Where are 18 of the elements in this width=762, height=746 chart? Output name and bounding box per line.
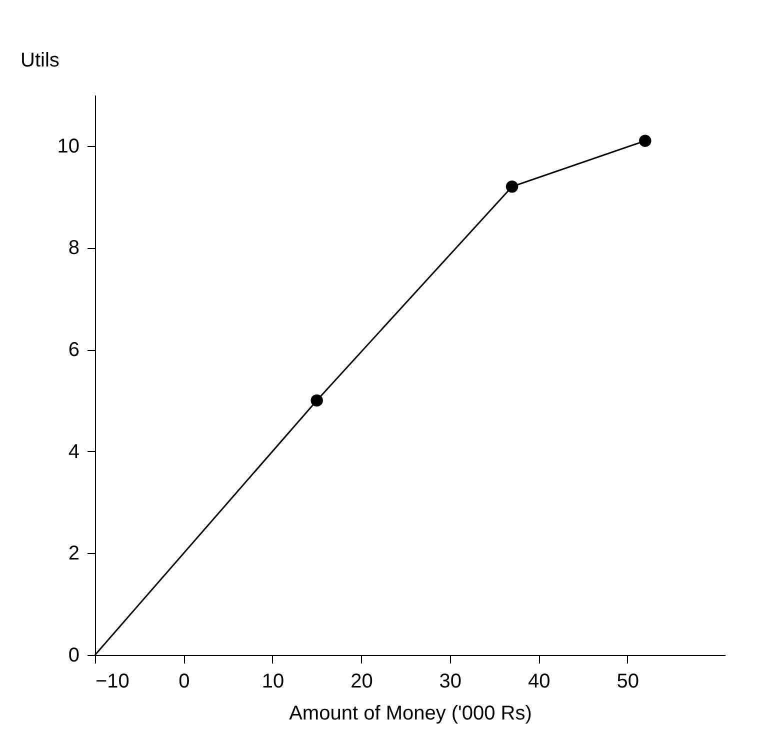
point (310, 394, 323, 407)
x-tick-label: 40 (528, 670, 550, 692)
point (639, 134, 652, 147)
y-tick-label: 4 (68, 440, 80, 463)
y-tick-label: 0 (68, 644, 80, 666)
x-tick-label: 10 (262, 670, 284, 692)
x-axis-title: Amount of Money ('000 Rs) (289, 702, 532, 724)
y-axis-title: Utils (20, 50, 60, 72)
y-tick-label: 8 (68, 237, 80, 260)
x-tick-label: 20 (350, 670, 373, 692)
y-tick-label: 10 (57, 135, 80, 158)
y-tick-label: 6 (68, 339, 80, 362)
y-tick-label: 2 (68, 542, 80, 565)
point (506, 180, 518, 193)
x-tick-label: 30 (439, 670, 462, 692)
x-tick-label: 50 (616, 670, 640, 692)
x-tick-label: 0 (178, 670, 190, 692)
x-tick-label: −10 (96, 670, 130, 692)
